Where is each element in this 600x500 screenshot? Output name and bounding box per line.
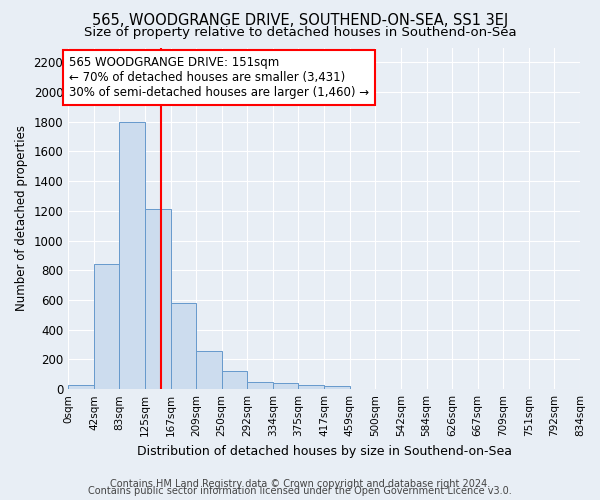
Bar <box>196 352 221 389</box>
Bar <box>170 303 196 389</box>
Text: Size of property relative to detached houses in Southend-on-Sea: Size of property relative to detached ho… <box>83 26 517 39</box>
Bar <box>324 386 350 389</box>
Text: 565, WOODGRANGE DRIVE, SOUTHEND-ON-SEA, SS1 3EJ: 565, WOODGRANGE DRIVE, SOUTHEND-ON-SEA, … <box>92 12 508 28</box>
Y-axis label: Number of detached properties: Number of detached properties <box>15 126 28 312</box>
Bar <box>145 210 170 389</box>
Bar <box>68 384 94 389</box>
Text: Contains public sector information licensed under the Open Government Licence v3: Contains public sector information licen… <box>88 486 512 496</box>
Text: 565 WOODGRANGE DRIVE: 151sqm
← 70% of detached houses are smaller (3,431)
30% of: 565 WOODGRANGE DRIVE: 151sqm ← 70% of de… <box>70 56 370 98</box>
Bar <box>119 122 145 389</box>
Bar <box>298 384 324 389</box>
Bar <box>221 372 247 389</box>
Bar <box>273 383 298 389</box>
X-axis label: Distribution of detached houses by size in Southend-on-Sea: Distribution of detached houses by size … <box>137 444 512 458</box>
Text: Contains HM Land Registry data © Crown copyright and database right 2024.: Contains HM Land Registry data © Crown c… <box>110 479 490 489</box>
Bar <box>247 382 273 389</box>
Bar <box>94 264 119 389</box>
